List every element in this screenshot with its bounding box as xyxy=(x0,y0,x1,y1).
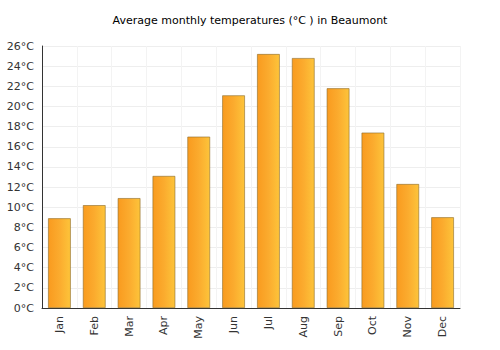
svg-text:Jul: Jul xyxy=(262,316,275,330)
svg-text:Dec: Dec xyxy=(436,316,449,337)
svg-text:Aug: Aug xyxy=(297,316,310,337)
svg-text:Feb: Feb xyxy=(88,316,101,335)
svg-text:20°C: 20°C xyxy=(7,100,34,113)
svg-text:10°C: 10°C xyxy=(7,201,34,214)
svg-text:Apr: Apr xyxy=(157,316,170,336)
svg-text:12°C: 12°C xyxy=(7,181,34,194)
svg-text:Jun: Jun xyxy=(227,316,240,334)
svg-text:14°C: 14°C xyxy=(7,160,34,173)
svg-text:Oct: Oct xyxy=(366,315,379,335)
svg-text:18°C: 18°C xyxy=(7,120,34,133)
svg-text:4°C: 4°C xyxy=(14,261,34,274)
svg-text:16°C: 16°C xyxy=(7,140,34,153)
svg-text:22°C: 22°C xyxy=(7,80,34,93)
svg-text:Jan: Jan xyxy=(53,316,66,334)
svg-text:Sep: Sep xyxy=(332,316,345,337)
svg-text:Average monthly temperatures (: Average monthly temperatures (°C ) in Be… xyxy=(113,14,389,27)
svg-text:24°C: 24°C xyxy=(7,60,34,73)
svg-text:May: May xyxy=(192,316,205,339)
svg-text:Nov: Nov xyxy=(401,316,414,338)
svg-text:2°C: 2°C xyxy=(14,281,34,294)
svg-text:26°C: 26°C xyxy=(7,40,34,53)
svg-text:6°C: 6°C xyxy=(14,241,34,254)
svg-text:0°C: 0°C xyxy=(14,302,34,315)
svg-text:Mar: Mar xyxy=(123,316,136,337)
svg-text:8°C: 8°C xyxy=(14,221,34,234)
